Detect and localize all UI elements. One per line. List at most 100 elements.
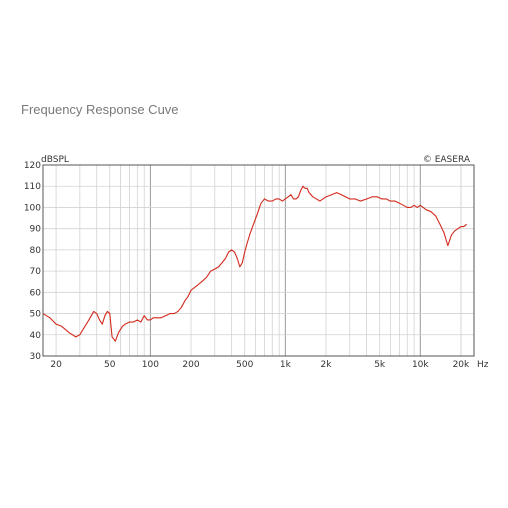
- data-point: [106, 311, 108, 312]
- data-point: [177, 311, 179, 312]
- data-point: [249, 232, 251, 234]
- data-point: [184, 300, 186, 302]
- y-tick-label: 110: [24, 182, 41, 192]
- data-point: [298, 196, 299, 198]
- data-point: [447, 245, 449, 247]
- data-point: [376, 196, 378, 198]
- data-point: [150, 319, 151, 321]
- y-tick-label: 100: [24, 203, 41, 213]
- data-point: [246, 243, 248, 244]
- data-point: [454, 230, 456, 232]
- y-tick-label: 50: [30, 310, 42, 320]
- data-point: [234, 251, 235, 253]
- data-point: [322, 198, 324, 200]
- data-point: [152, 317, 154, 319]
- y-tick-label: 30: [30, 352, 42, 362]
- data-point: [331, 194, 332, 196]
- data-point: [83, 328, 85, 329]
- data-point: [88, 319, 90, 321]
- data-point: [284, 198, 286, 200]
- data-point: [221, 262, 223, 264]
- y-tick-label: 90: [30, 225, 42, 235]
- data-point: [256, 213, 258, 215]
- data-point: [419, 204, 421, 206]
- data-point: [271, 200, 273, 202]
- data-point: [435, 215, 437, 217]
- y-tick-label: 70: [30, 267, 42, 277]
- data-point: [439, 224, 441, 225]
- data-point: [398, 202, 400, 204]
- data-point: [354, 198, 356, 200]
- x-tick-label: 500: [236, 360, 253, 370]
- data-point: [101, 323, 103, 325]
- grid-lines: [43, 164, 474, 357]
- data-point: [228, 251, 230, 253]
- data-point: [336, 192, 338, 193]
- data-point: [75, 336, 77, 338]
- data-point: [140, 321, 142, 323]
- data-point: [241, 262, 243, 264]
- data-point: [260, 202, 262, 204]
- y-tick-label: 120: [24, 161, 41, 171]
- data-point: [457, 228, 459, 230]
- data-point: [293, 198, 294, 200]
- data-point: [345, 196, 347, 198]
- axis-labels: 30 40 50 60 70 80 90 100 110 120 20 50 100 200 500 1k 2k…: [24, 155, 489, 370]
- data-point: [281, 200, 283, 202]
- data-point: [104, 315, 106, 317]
- data-point: [124, 323, 126, 325]
- data-point: [253, 224, 254, 225]
- data-point: [225, 257, 226, 259]
- data-point: [264, 198, 265, 200]
- data-point: [403, 204, 404, 206]
- data-point: [466, 224, 467, 225]
- data-point: [385, 198, 387, 200]
- data-point: [55, 323, 57, 325]
- data-point: [295, 198, 297, 200]
- data-point: [136, 319, 138, 321]
- data-point: [319, 200, 321, 202]
- data-point: [118, 332, 119, 334]
- data-point: [218, 266, 219, 268]
- data-point: [450, 234, 452, 236]
- data-point: [304, 187, 306, 189]
- data-point: [463, 226, 465, 227]
- data-point: [181, 306, 182, 308]
- data-point: [214, 268, 216, 270]
- data-point: [143, 315, 145, 317]
- data-point: [389, 200, 391, 202]
- plot-frame: [42, 164, 475, 357]
- data-point: [340, 194, 342, 196]
- y-axis-label: dBSPL: [41, 155, 69, 165]
- data-point: [308, 192, 310, 193]
- data-point: [93, 311, 95, 312]
- data-point: [129, 321, 130, 323]
- data-point: [114, 340, 116, 342]
- data-point: [206, 277, 207, 278]
- data-point: [61, 325, 63, 327]
- data-point: [410, 207, 412, 208]
- data-point: [109, 313, 111, 314]
- data-point: [316, 198, 317, 200]
- plot-border: [42, 164, 475, 357]
- data-point: [443, 232, 445, 234]
- x-tick-label: 5k: [374, 360, 386, 370]
- data-point: [406, 207, 408, 208]
- data-point: [49, 317, 51, 319]
- data-point: [155, 317, 157, 319]
- data-point: [111, 336, 113, 338]
- data-point: [425, 209, 427, 210]
- data-point: [430, 211, 432, 213]
- data-point: [300, 190, 302, 191]
- data-point: [99, 319, 100, 321]
- data-point: [146, 319, 148, 321]
- data-point: [349, 198, 351, 200]
- data-point: [165, 315, 167, 317]
- easera-watermark: © EASERA: [423, 155, 471, 165]
- data-point: [190, 289, 192, 291]
- y-tick-label: 60: [30, 288, 42, 298]
- data-point: [173, 313, 175, 314]
- data-point: [275, 198, 277, 200]
- plot-area: [42, 185, 467, 342]
